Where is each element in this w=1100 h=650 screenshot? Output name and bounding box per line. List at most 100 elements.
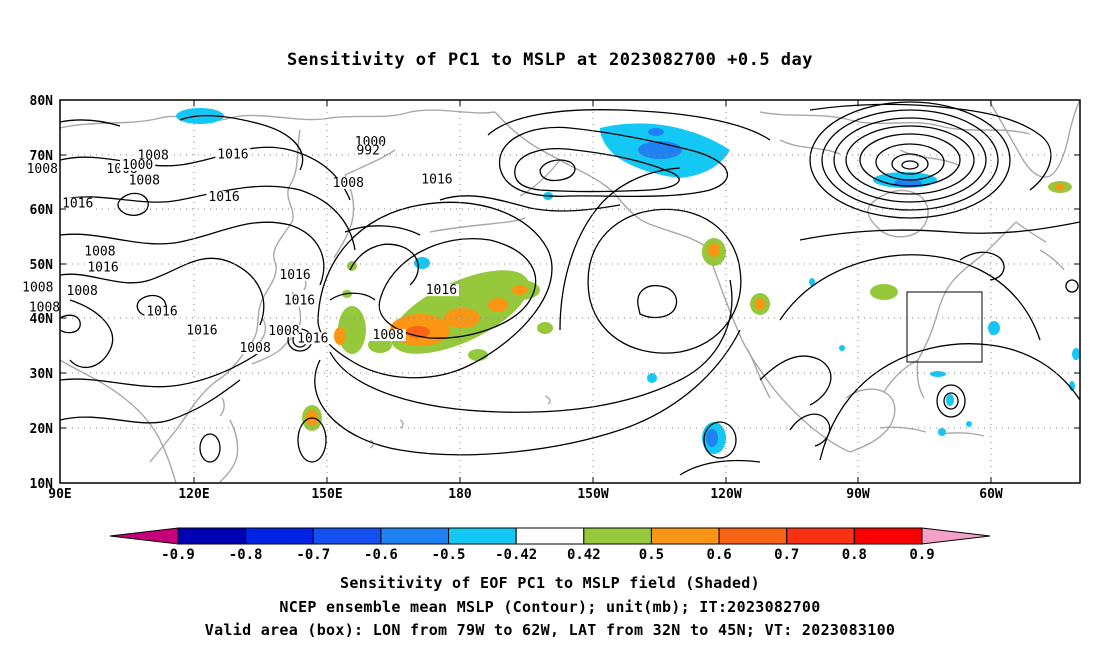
isobar xyxy=(936,384,966,418)
isobar xyxy=(60,257,265,326)
contour-label-bg xyxy=(184,324,220,337)
contour-label-bg xyxy=(237,342,273,355)
colorbar-tick-label: -0.8 xyxy=(229,547,263,563)
contour-label-bg xyxy=(370,329,406,342)
shade-pos xyxy=(708,243,720,257)
shade-pos xyxy=(334,327,346,345)
isobar xyxy=(559,167,681,331)
colorbar-bin xyxy=(650,527,720,545)
contour-label: 1008 xyxy=(22,280,53,295)
colorbar-tick-label: 0.7 xyxy=(774,547,799,563)
isobar xyxy=(60,344,271,388)
shade-neg xyxy=(1072,348,1080,360)
shade-pos xyxy=(537,322,553,334)
contour-label: 1016 xyxy=(421,173,452,188)
isobars xyxy=(60,101,1080,476)
contour-label: 1008 xyxy=(84,244,115,259)
isobar xyxy=(679,459,761,476)
colorbar: -0.9 -0.8 -0.7 -0.6 -0.5 -0.42 0.42 0.5 0.6 0.7 0.… xyxy=(109,527,991,563)
contour-label: 1016 xyxy=(146,304,177,319)
contour-label-bg xyxy=(206,191,242,204)
colorbar-bin xyxy=(312,527,382,545)
contour-labels: 1016100810081016100810001008101610009921… xyxy=(20,135,459,356)
contour-label: 1008 xyxy=(268,324,299,339)
contour-label: 1008 xyxy=(27,162,58,177)
isobar xyxy=(789,413,831,447)
lon-label: 90E xyxy=(48,487,71,502)
shade-neg xyxy=(638,141,682,159)
isobar xyxy=(297,417,327,463)
lat-label: 30N xyxy=(30,367,54,382)
contour-label-bg xyxy=(423,284,459,297)
colorbar-tick-label: -0.42 xyxy=(495,547,537,563)
valid-area-box xyxy=(906,291,983,363)
isobar xyxy=(539,159,576,182)
contour-label: 1016 xyxy=(87,261,118,276)
contour-label: 1016 xyxy=(62,197,93,212)
shade-neg xyxy=(648,128,664,136)
colorbar-bin xyxy=(515,527,585,545)
colorbar-tick-label: 0.42 xyxy=(567,547,601,563)
contour-label-bg xyxy=(126,174,162,187)
coastlines xyxy=(60,100,1080,483)
isobar xyxy=(833,117,987,203)
lat-label: 80N xyxy=(30,94,54,109)
colorbar-tick-label: 0.8 xyxy=(842,547,867,563)
isobar xyxy=(587,208,742,354)
caption-shading: Sensitivity of EOF PC1 to MSLP field (Sh… xyxy=(340,574,760,592)
colorbar-tick-label: 0.9 xyxy=(909,547,934,563)
isobar xyxy=(845,125,975,195)
contour-label-bg xyxy=(82,245,118,258)
shade-pos xyxy=(512,285,528,295)
colorbar-bin xyxy=(786,527,855,545)
shade-pos xyxy=(755,298,765,310)
contour-label: 1008 xyxy=(129,174,160,189)
contour-label: 1016 xyxy=(284,294,315,309)
contour-label-bg xyxy=(266,325,302,338)
shade-pos xyxy=(870,284,898,300)
isobar xyxy=(779,254,1041,341)
isobar xyxy=(317,201,553,379)
colorbar-bin xyxy=(583,527,652,545)
isobar xyxy=(875,143,945,181)
contour-label: 1008 xyxy=(373,328,404,343)
shade-pos xyxy=(488,298,508,312)
isobar xyxy=(60,314,81,334)
lon-label: 120W xyxy=(710,487,741,502)
isobar xyxy=(179,114,304,171)
colorbar-bin xyxy=(718,527,788,545)
colorbar-bin xyxy=(245,527,314,545)
shade-neg xyxy=(938,428,946,436)
colorbar-bin xyxy=(853,527,923,545)
shade-pos xyxy=(338,306,366,354)
isobar xyxy=(498,126,729,198)
lat-label: 60N xyxy=(30,203,54,218)
shade-neg xyxy=(946,394,954,406)
contour-label-bg xyxy=(281,294,318,307)
shade-pos xyxy=(1055,184,1065,190)
contour-label: 1016 xyxy=(279,268,310,283)
lon-label: 150E xyxy=(311,487,342,502)
isobar xyxy=(378,238,537,339)
lat-label: 50N xyxy=(30,258,54,273)
isobar xyxy=(1065,279,1079,293)
isobar xyxy=(901,160,919,170)
contour-label-bg xyxy=(24,163,60,176)
shade-neg xyxy=(988,321,1000,335)
contour-label-bg xyxy=(64,285,100,298)
isobar xyxy=(703,421,737,459)
lon-label: 150W xyxy=(577,487,608,502)
lat-label: 20N xyxy=(30,422,54,437)
contour-label-bg xyxy=(215,148,251,161)
isobar xyxy=(314,329,741,456)
contour-label: 1008 xyxy=(333,176,364,191)
contour-label: 1008 xyxy=(239,341,270,356)
shade-neg xyxy=(809,278,815,286)
isobar xyxy=(809,103,1052,191)
colorbar-end-high xyxy=(921,527,991,545)
lon-label: 90W xyxy=(846,487,870,502)
isobar xyxy=(69,299,114,369)
isobar xyxy=(759,355,832,406)
contour-label-bg xyxy=(135,149,171,162)
